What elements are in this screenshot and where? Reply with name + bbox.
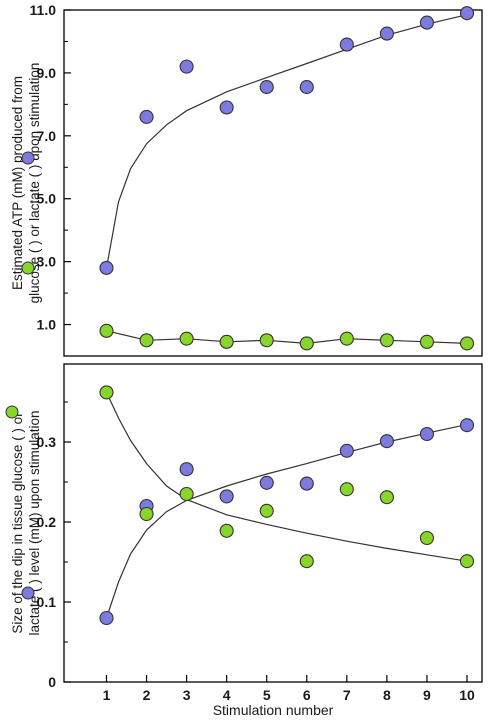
bottom-ylabel-line1: Size of the dip in tissue glucose ( ) or: [10, 412, 25, 634]
bottom-glucose-point: [99, 385, 114, 400]
top-lactate-point: [139, 109, 154, 124]
bottom-lactate-point: [459, 418, 475, 433]
bottom-x-axis-title: Stimulation number: [213, 702, 334, 718]
top-panel: 1.0 3.0 5.0 7.0 9.0 11.0 Estimated ATP (mM) p…: [10, 2, 483, 357]
bottom-x-tick-label: 6: [303, 687, 311, 703]
top-y-tick-label: 11.0: [30, 2, 57, 18]
bottom-y-axis: 0 0.1 0.2 0.3: [37, 401, 71, 690]
bottom-legend-markers: [5, 405, 35, 600]
bottom-fit-lines: [105, 392, 468, 619]
bottom-ylabel-line2: lactate ( ) level (mM) upon stimulation: [27, 410, 42, 635]
bottom-x-axis: 1 2 3 4 5 6 7 8 9 10: [103, 675, 475, 703]
bottom-x-tick-label: 9: [423, 687, 431, 703]
bottom-x-tick-label: 2: [143, 687, 151, 703]
top-glucose-point: [299, 336, 314, 351]
top-glucose-point: [179, 331, 194, 346]
bottom-lactate-point: [419, 426, 434, 442]
bottom-glucose-point: [379, 490, 394, 505]
bottom-x-tick-label: 1: [103, 687, 111, 703]
top-lactate-point: [339, 37, 354, 52]
top-y-tick-label: 1.0: [37, 317, 57, 333]
bottom-glucose-point: [179, 486, 194, 502]
bottom-lactate-fit-curve: [105, 423, 468, 619]
bottom-x-tick-label: 10: [459, 687, 475, 703]
bottom-glucose-point: [419, 530, 434, 546]
top-lactate-fit-curve: [105, 14, 468, 269]
bottom-y-tick-label: 0: [48, 674, 56, 690]
bottom-plot-frame: [63, 363, 483, 683]
top-glucose-connect-line: [106, 330, 468, 345]
bottom-glucose-fit-curve: [105, 392, 468, 562]
bottom-y-tick-label: 0.2: [37, 514, 57, 530]
bottom-data-points: [99, 385, 475, 626]
top-glucose-point: [339, 331, 354, 346]
top-lactate-legend-marker: [21, 151, 35, 165]
top-y-tick-label: 3.0: [37, 254, 57, 270]
top-plot-frame: [63, 9, 483, 357]
top-glucose-point: [419, 334, 434, 349]
top-glucose-point: [99, 323, 114, 338]
top-lactate-point: [459, 6, 475, 21]
bottom-x-tick-label: 8: [383, 687, 391, 703]
bottom-glucose-point: [299, 554, 314, 569]
bottom-lactate-legend-marker: [21, 586, 35, 600]
top-glucose-point: [459, 336, 475, 351]
top-ylabel-line1: Estimated ATP (mM) produced from: [10, 76, 25, 290]
bottom-lactate-point: [339, 443, 354, 458]
top-glucose-point: [259, 333, 274, 348]
bottom-glucose-point: [339, 482, 354, 497]
top-y-axis-title: Estimated ATP (mM) produced from glucose…: [10, 63, 42, 304]
bottom-x-tick-label: 7: [343, 687, 351, 703]
top-glucose-point: [139, 333, 154, 348]
bottom-lactate-point: [379, 434, 394, 449]
top-legend-markers: [21, 151, 35, 275]
bottom-lactate-point: [179, 462, 194, 477]
top-lactate-point: [179, 59, 194, 74]
bottom-lactate-point: [99, 610, 114, 626]
top-data-points: [99, 6, 475, 351]
top-y-axis: 1.0 3.0 5.0 7.0 9.0 11.0: [30, 2, 71, 333]
bottom-x-tick-label: 4: [223, 687, 231, 703]
bottom-y-tick-label: 0.3: [37, 434, 57, 450]
bottom-x-tick-label: 3: [183, 687, 191, 703]
top-lactate-point: [219, 100, 234, 115]
bottom-glucose-legend-marker: [5, 405, 19, 419]
bottom-panel: 0 0.1 0.2 0.3 1 2 3 4 5 6 7 8 9 10 Size of the dip i…: [5, 363, 483, 718]
top-lactate-point: [259, 80, 274, 95]
bottom-glucose-point: [139, 506, 154, 522]
top-fit-lines: [105, 14, 468, 345]
top-y-tick-label: 7.0: [37, 128, 57, 144]
top-glucose-point: [379, 333, 394, 348]
bottom-glucose-point: [219, 523, 234, 538]
top-y-tick-label: 5.0: [37, 191, 57, 207]
top-ylabel-line2: glucose ( ) or lactate ( ) upon stimulat…: [27, 63, 42, 304]
bottom-lactate-point: [259, 475, 274, 490]
top-glucose-point: [219, 334, 234, 349]
bottom-y-axis-title: Size of the dip in tissue glucose ( ) or…: [10, 410, 42, 635]
top-lactate-point: [99, 260, 114, 275]
bottom-glucose-point: [259, 503, 274, 518]
bottom-x-tick-label: 5: [263, 687, 271, 703]
bottom-lactate-point: [219, 489, 234, 504]
top-lactate-point: [299, 80, 314, 95]
top-y-tick-label: 9.0: [37, 65, 57, 81]
bottom-glucose-point: [459, 554, 475, 569]
top-lactate-point: [419, 15, 434, 30]
top-lactate-point: [379, 26, 394, 41]
top-glucose-legend-marker: [21, 261, 35, 275]
bottom-y-tick-label: 0.1: [37, 594, 57, 610]
bottom-lactate-point: [299, 476, 314, 491]
